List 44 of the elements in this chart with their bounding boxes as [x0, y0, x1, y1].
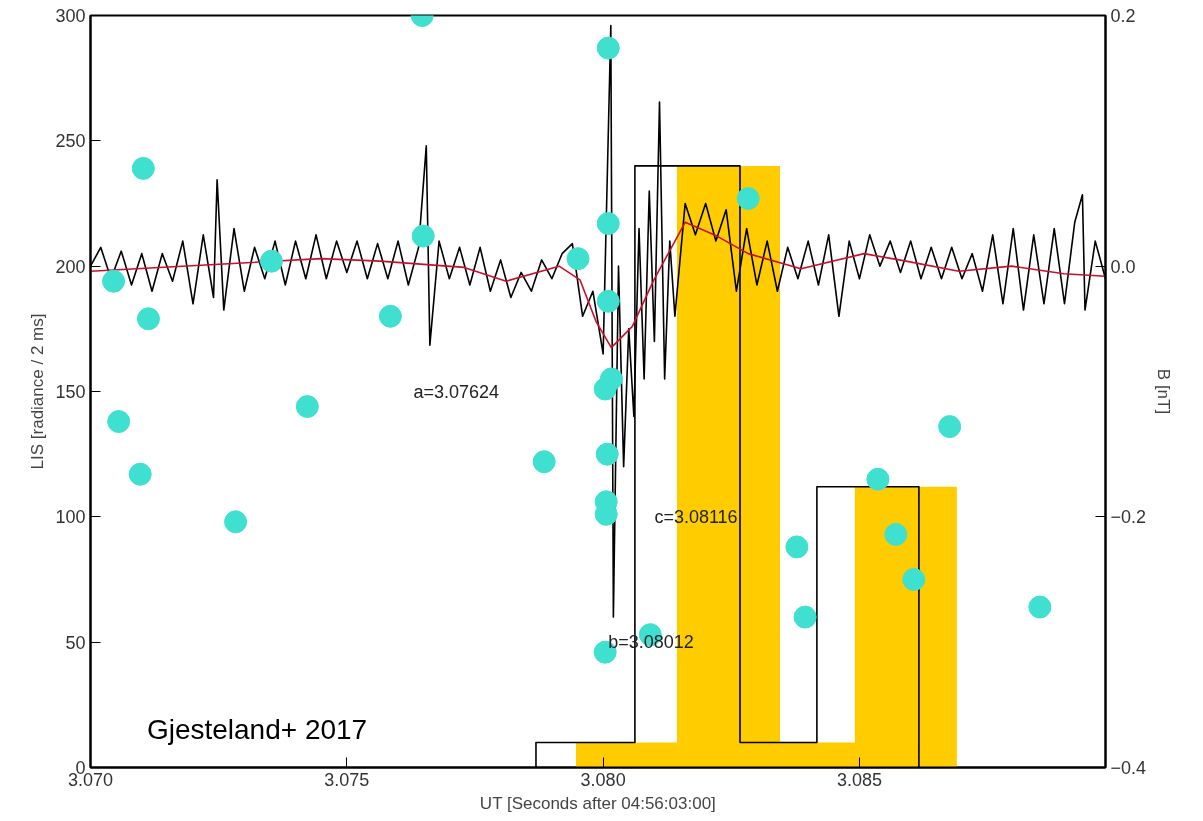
y-tick-label: 200	[55, 256, 86, 277]
point	[532, 450, 556, 474]
point	[411, 224, 435, 248]
point	[128, 462, 152, 486]
point	[566, 247, 590, 271]
y-tick-label: 250	[55, 131, 86, 152]
point	[102, 269, 126, 293]
y2-axis-title: B [nT]	[1154, 368, 1174, 415]
x-tick-label: 3.085	[836, 769, 882, 790]
point	[596, 36, 620, 60]
x-axis-title: UT [Seconds after 04:56:03:00]	[479, 793, 716, 813]
point	[595, 442, 619, 466]
point	[736, 187, 760, 210]
annotation: Gjesteland+ 2017	[146, 714, 368, 746]
point	[785, 535, 809, 559]
point	[259, 249, 283, 273]
point	[593, 377, 617, 401]
point	[596, 289, 620, 313]
annotation: a=3.07624	[413, 381, 500, 402]
point	[596, 212, 620, 236]
point	[224, 510, 248, 534]
point	[107, 410, 131, 434]
y-axis-title: LIS [radiance / 2 ms]	[28, 313, 48, 470]
point	[866, 467, 890, 491]
line-series	[90, 221, 1106, 349]
point	[884, 522, 908, 546]
y-tick-label: 50	[65, 632, 86, 653]
point	[938, 415, 962, 439]
x-tick-label: 3.080	[580, 769, 626, 790]
point	[793, 605, 817, 629]
point	[131, 156, 155, 180]
point	[295, 395, 319, 419]
y2-tick-label: −0.4	[1110, 758, 1147, 778]
point	[136, 307, 160, 331]
point	[378, 304, 402, 328]
y2-tick-label: 0.2	[1110, 6, 1136, 26]
point	[1028, 595, 1052, 619]
point	[902, 568, 926, 591]
y2-tick-label: −0.2	[1110, 507, 1147, 528]
x-tick-label: 3.075	[324, 769, 370, 790]
y-tick-label: 100	[55, 507, 86, 528]
y-tick-label: 300	[55, 6, 86, 26]
y-tick-label: 150	[55, 382, 86, 402]
y2-tick-label: 0.0	[1110, 256, 1136, 277]
